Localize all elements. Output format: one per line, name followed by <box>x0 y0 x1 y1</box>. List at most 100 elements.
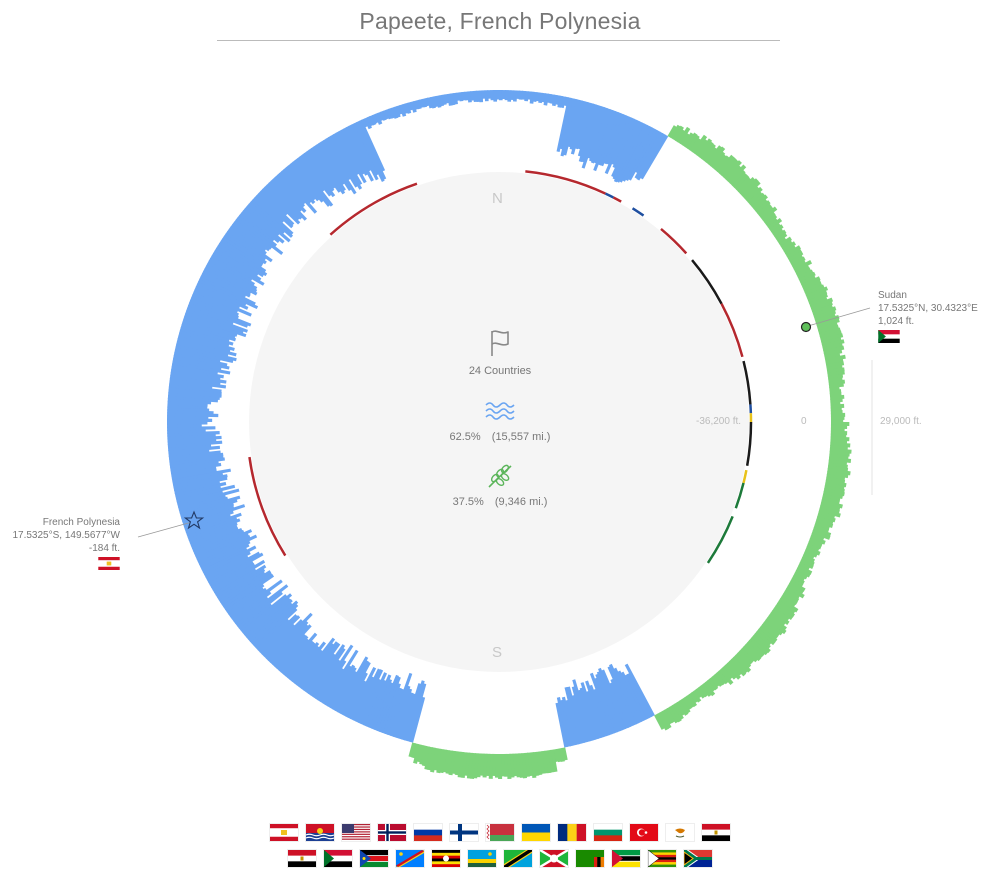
land-elevation-bar <box>712 154 727 171</box>
land-elevation-bar <box>780 239 793 250</box>
ocean-depth-bar <box>313 144 346 192</box>
flag-sudan-icon[interactable] <box>324 850 352 867</box>
ocean-depth-bar <box>355 669 384 723</box>
ocean-depth-bar <box>571 686 591 743</box>
flag-belarus-icon[interactable] <box>486 824 514 841</box>
flag-united-states-icon[interactable] <box>342 824 370 841</box>
ocean-depth-bar <box>281 168 312 204</box>
start-point-name: French Polynesia <box>42 517 120 528</box>
ocean-depth-bar <box>189 524 238 547</box>
ocean-depth-bar <box>239 212 275 242</box>
land-elevation-bar <box>679 698 691 714</box>
flag-outline-icon <box>400 328 600 358</box>
ocean-depth-bar <box>167 438 217 446</box>
land-elevation-bar <box>799 275 816 286</box>
ocean-depth-bar <box>393 105 401 118</box>
end-point-marker[interactable] <box>800 321 812 333</box>
flag-kiribati-icon[interactable] <box>306 824 334 841</box>
land-elevation-bar <box>677 126 691 145</box>
land-elevation-bar <box>737 650 753 666</box>
ocean-depth-bar <box>596 671 624 732</box>
flag-turkey-icon[interactable] <box>630 824 658 841</box>
flag-zambia-icon[interactable] <box>576 850 604 867</box>
flag-south-sudan-icon[interactable] <box>360 850 388 867</box>
flag-south-africa-icon[interactable] <box>684 850 712 867</box>
ocean-depth-bar <box>187 304 234 326</box>
land-elevation-bar <box>659 710 672 729</box>
country-border-arc <box>660 227 688 255</box>
ocean-depth-bar <box>371 113 379 124</box>
ocean-depth-bar <box>193 529 245 555</box>
land-elevation-bar <box>811 530 831 540</box>
land-elevation-bar <box>709 676 720 688</box>
land-elevation-bar <box>555 748 562 763</box>
flag-burundi-icon[interactable] <box>540 850 568 867</box>
ocean-depth-bar <box>435 95 442 108</box>
ocean-depth-bar <box>179 495 241 517</box>
ocean-depth-bar <box>215 564 267 598</box>
ocean-depth-bar <box>622 126 654 182</box>
ocean-depth-bar <box>167 421 208 425</box>
ocean-depth-bar <box>222 235 264 266</box>
land-elevation-bar <box>782 241 796 252</box>
ocean-depth-bar <box>332 670 358 711</box>
land-elevation-bar <box>806 543 820 552</box>
start-point-elevation: -184 ft. <box>88 543 120 554</box>
flag-french-polynesia-icon[interactable] <box>270 824 298 841</box>
flag-norway-icon[interactable] <box>378 824 406 841</box>
flag-egypt-icon[interactable] <box>702 824 730 841</box>
flag-bulgaria-icon[interactable] <box>594 824 622 841</box>
ocean-depth-bar <box>270 178 303 213</box>
land-elevation-bar <box>451 751 459 775</box>
ocean-depth-bar <box>624 674 650 720</box>
land-elevation-bar <box>798 562 810 571</box>
ocean-depth-bar <box>559 97 575 150</box>
ocean-depth-bar <box>352 668 381 722</box>
ocean-depth-bar <box>223 574 275 611</box>
flag-mozambique-icon[interactable] <box>612 850 640 867</box>
land-elevation-bar <box>691 134 708 154</box>
ocean-depth-bar <box>609 682 632 728</box>
flag-uganda-icon[interactable] <box>432 850 460 867</box>
flag-tanzania-icon[interactable] <box>504 850 532 867</box>
ocean-depth-bar <box>280 632 318 675</box>
ocean-depth-bar <box>636 133 666 181</box>
country-border-arc <box>525 170 607 195</box>
ocean-depth-bar <box>183 315 238 337</box>
ocean-depth-bar <box>290 161 324 203</box>
land-elevation-bar <box>778 597 799 613</box>
ocean-depth-bar <box>170 462 222 474</box>
land-elevation-bar <box>809 297 834 310</box>
flag-ukraine-icon[interactable] <box>522 824 550 841</box>
flag-cyprus-icon[interactable] <box>666 824 694 841</box>
compass-north: N <box>492 190 503 207</box>
start-point-coords: 17.5325°S, 149.5677°W <box>12 530 120 541</box>
flag-dr-congo-icon[interactable] <box>396 850 424 867</box>
ocean-depth-bar <box>173 476 228 492</box>
ocean-depth-bar <box>593 111 619 172</box>
land-elevation-bar <box>427 747 436 771</box>
flag-egypt-icon[interactable] <box>288 850 316 867</box>
ocean-depth-bar <box>343 127 374 182</box>
flag-romania-icon[interactable] <box>558 824 586 841</box>
ocean-depth-bar <box>368 678 393 729</box>
land-elevation-bar <box>770 610 790 625</box>
ocean-depth-bar <box>619 124 651 183</box>
ocean-depth-bar <box>344 680 367 718</box>
land-elevation-bar <box>466 752 473 779</box>
flag-finland-icon[interactable] <box>450 824 478 841</box>
start-star-icon[interactable] <box>183 510 205 530</box>
flag-zimbabwe-icon[interactable] <box>648 850 676 867</box>
land-elevation-bar <box>817 321 838 332</box>
ocean-depth-bar <box>191 527 243 552</box>
land-elevation-bar <box>671 703 684 720</box>
land-elevation-bar <box>693 688 702 699</box>
flag-line <box>0 850 1000 867</box>
flag-rwanda-icon[interactable] <box>468 850 496 867</box>
land-elevation-bar <box>797 269 814 280</box>
ocean-depth-bar <box>211 252 265 286</box>
land-elevation-bar <box>812 527 832 537</box>
flag-russia-icon[interactable] <box>414 824 442 841</box>
country-border-arc <box>248 456 287 557</box>
land-elevation-bar <box>828 462 848 469</box>
